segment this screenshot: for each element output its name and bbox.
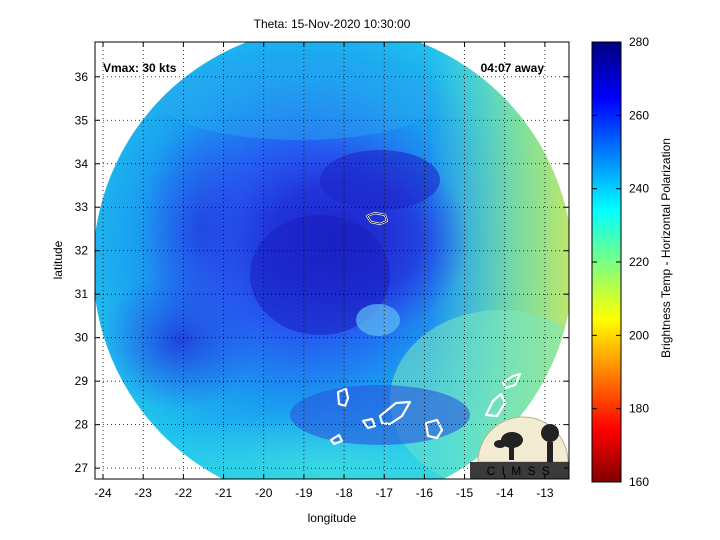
y-axis: 27 28 29 30 31 32 33 34 35 36 xyxy=(75,70,569,475)
swath-south-cyan xyxy=(130,410,530,479)
x-axis-label: longitude xyxy=(308,511,357,525)
land-contours xyxy=(329,211,522,446)
colorbar-tick-label: 200 xyxy=(629,328,649,342)
colorbar-ticks: 160 180 200 220 240 260 280 xyxy=(592,35,649,489)
island-5-contour xyxy=(424,418,444,440)
logo-dish-stand xyxy=(509,446,514,460)
y-tick-label: 27 xyxy=(75,461,89,475)
y-tick-label: 34 xyxy=(75,157,89,171)
colorbar-tick-label: 180 xyxy=(629,402,649,416)
vmax-annotation: Vmax: 30 kts xyxy=(103,61,177,75)
y-tick-label: 32 xyxy=(75,244,89,258)
logo-small-dish xyxy=(494,440,506,448)
x-tick-label: -22 xyxy=(175,486,193,500)
x-tick-label: -20 xyxy=(255,486,273,500)
island-7-contour xyxy=(501,372,522,390)
y-axis-label: latitude xyxy=(51,240,65,279)
colorbar-tick-label: 280 xyxy=(629,35,649,49)
y-tick-label: 30 xyxy=(75,331,89,345)
storm-north-arm xyxy=(320,150,440,210)
time-away-annotation: 04:07 away xyxy=(481,61,545,75)
gridlines xyxy=(95,42,569,479)
storm-core xyxy=(250,215,390,335)
colorbar-tick-label: 220 xyxy=(629,255,649,269)
logo-radar-dome xyxy=(541,424,559,442)
logo-tower xyxy=(547,442,553,462)
x-tick-label: -14 xyxy=(496,486,514,500)
logo-band xyxy=(470,462,569,479)
y-tick-label: 29 xyxy=(75,374,89,388)
island-6-contour xyxy=(484,392,507,418)
cimss-logo: C I M S S xyxy=(470,416,569,479)
x-tick-label: -17 xyxy=(376,486,394,500)
x-tick-label: -19 xyxy=(295,486,313,500)
island-1-contour-inner xyxy=(366,212,388,225)
x-tick-label: -15 xyxy=(456,486,474,500)
y-tick-label: 31 xyxy=(75,287,89,301)
plot-frame xyxy=(94,41,570,480)
colorbar-tick-label: 160 xyxy=(629,475,649,489)
island-2-contour xyxy=(336,387,350,408)
colorbar: 160 180 200 220 240 260 280 Brightness Temp - … xyxy=(591,35,673,489)
swath-west-band xyxy=(140,120,260,340)
chart-title: Theta: 15-Nov-2020 10:30:00 xyxy=(254,17,411,31)
colorbar-tick-label: 240 xyxy=(629,182,649,196)
colorbar-tick-label: 260 xyxy=(629,108,649,122)
y-tick-label: 33 xyxy=(75,200,89,214)
logo-text: C I M S S xyxy=(487,464,552,478)
colorbar-label: Brightness Temp - Horizontal Polarizatio… xyxy=(659,138,673,358)
x-tick-label: -21 xyxy=(215,486,233,500)
y-tick-label: 35 xyxy=(75,113,89,127)
y-tick-label: 28 xyxy=(75,418,89,432)
swath-north-light xyxy=(160,60,440,140)
x-tick-label: -16 xyxy=(416,486,434,500)
x-axis: -24 -23 -22 -21 -20 -19 -18 -17 -16 -15 -14 -13 xyxy=(94,42,554,500)
microwave-swath xyxy=(95,42,569,479)
y-tick-label: 36 xyxy=(75,70,89,84)
x-tick-label: -23 xyxy=(135,486,153,500)
plot-area: Vmax: 30 kts 04:07 away C I M S S xyxy=(94,41,570,480)
storm-east-light xyxy=(356,304,400,336)
island-3-contour xyxy=(361,417,377,430)
x-tick-label: -18 xyxy=(335,486,353,500)
island-4-contour xyxy=(378,400,412,426)
x-tick-label: -24 xyxy=(94,486,112,500)
island-8-contour xyxy=(329,433,344,446)
logo-satellite-dish xyxy=(501,432,523,448)
x-tick-label: -13 xyxy=(536,486,554,500)
